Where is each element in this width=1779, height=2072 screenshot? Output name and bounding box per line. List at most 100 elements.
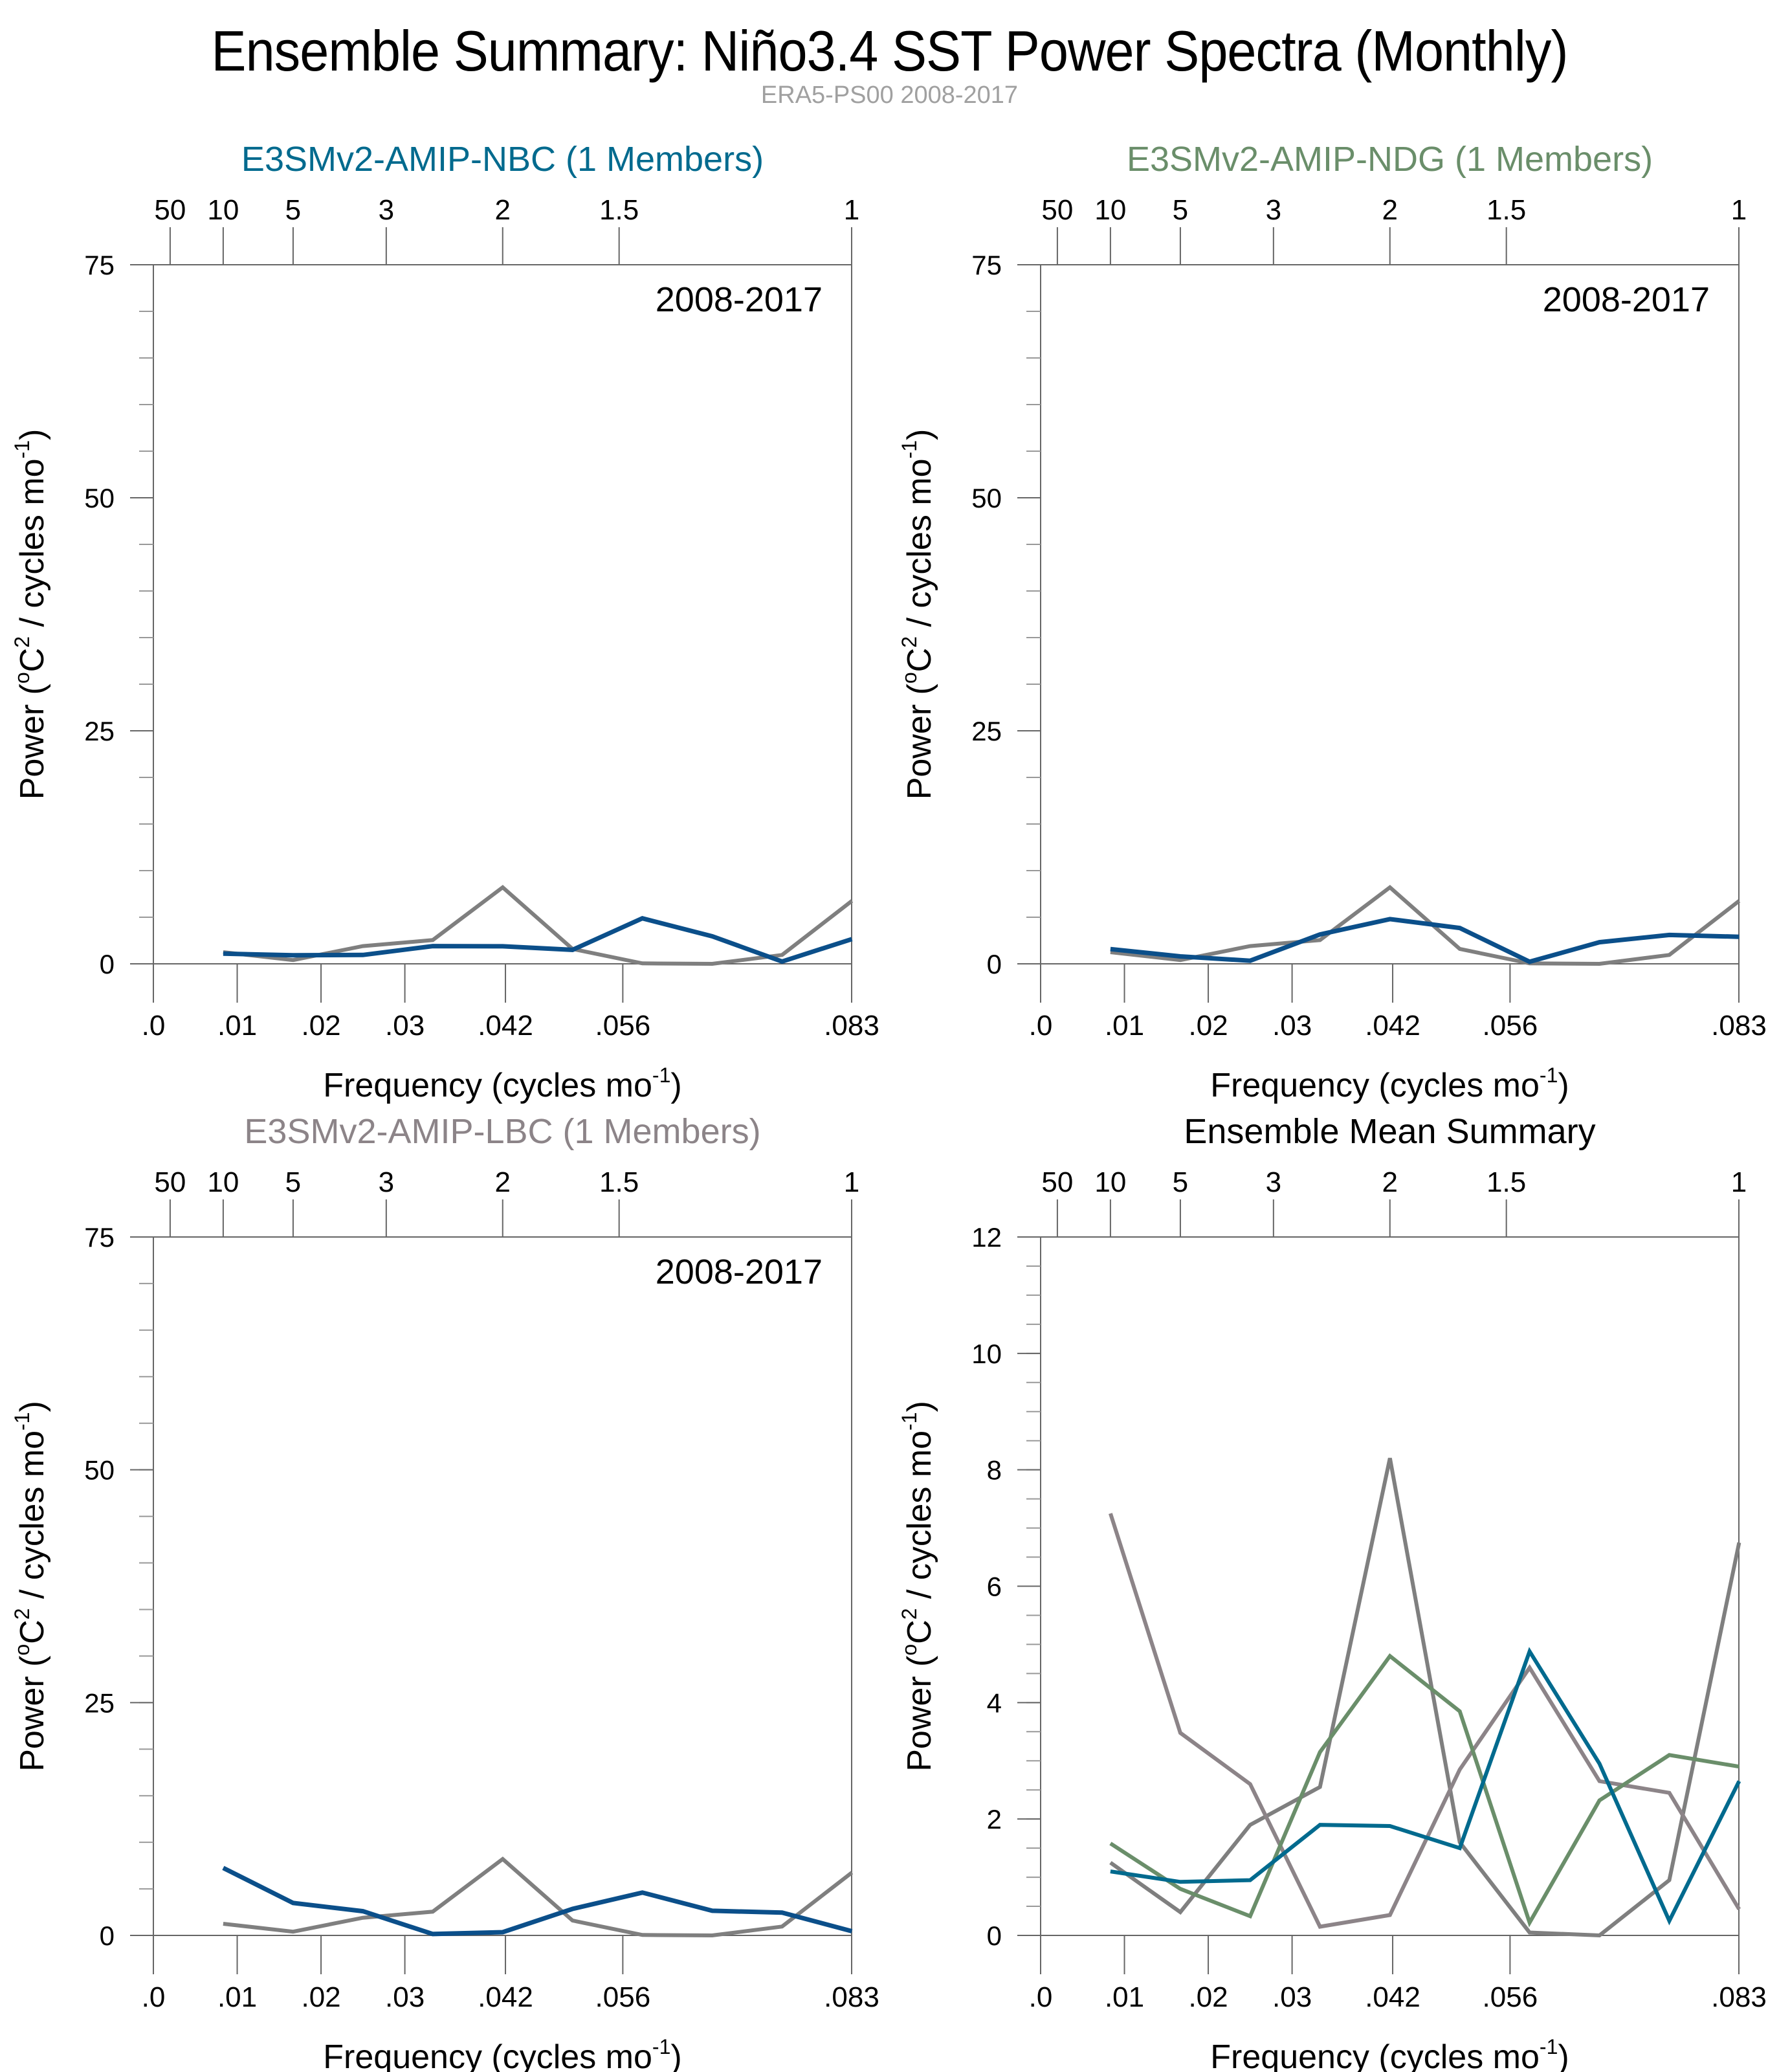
- x-tick-label: .056: [595, 1981, 651, 2013]
- y-axis-label-text: Power (: [14, 683, 51, 799]
- series-line-e3smv2-amip-ndg: [1109, 1653, 1740, 1928]
- y-tick-label: 50: [84, 1455, 115, 1486]
- x-tick-label: .01: [217, 1010, 257, 1042]
- y-axis-label: Power (oC2 / cycles mo-1): [898, 1401, 938, 1772]
- top-tick-label: 1: [844, 194, 859, 226]
- top-tick-label: 1: [1731, 1166, 1747, 1198]
- x-tick-label: .042: [1365, 1981, 1420, 2013]
- y-tick-label: 75: [84, 250, 115, 280]
- y-axis-label-close: ): [901, 429, 938, 440]
- panel-title: E3SMv2-AMIP-NDG (1 Members): [1127, 140, 1653, 179]
- top-tick-label: 10: [207, 194, 239, 226]
- y-tick-label: 75: [84, 1222, 115, 1253]
- y-tick-label: 12: [971, 1222, 1002, 1253]
- x-axis-label-text: Frequency (cycles mo: [1210, 1067, 1540, 1104]
- x-tick-label: .03: [1272, 1981, 1312, 2013]
- y-axis-label-rest: / cycles mo: [901, 458, 938, 636]
- y-tick-label: 0: [987, 949, 1002, 979]
- x-tick-label: .056: [1483, 1981, 1538, 2013]
- top-tick-label: 3: [379, 194, 394, 226]
- y-axis-label-text: Power (: [901, 1655, 938, 1772]
- x-tick-label: .083: [1711, 1010, 1767, 1042]
- y-axis-label-rest: / cycles mo: [14, 458, 51, 636]
- period-annotation: 2008-2017: [656, 1253, 823, 1291]
- x-axis-label-superscript: -1: [1540, 2035, 1558, 2058]
- x-tick-label: .0: [1029, 1981, 1053, 2013]
- top-tick-label: 3: [1266, 194, 1281, 226]
- y-axis-label-unit: C: [901, 648, 938, 673]
- x-axis-label-superscript: -1: [652, 1064, 670, 1087]
- top-tick-label: 10: [1094, 1166, 1126, 1198]
- y-axis-label: Power (oC2 / cycles mo-1): [898, 429, 938, 800]
- y-tick-label: 0: [100, 949, 115, 979]
- series-line-era5-ps00: [1110, 885, 1741, 966]
- y-axis-label-squared: 2: [898, 1608, 921, 1620]
- y-tick-label: 75: [971, 250, 1002, 280]
- y-axis-label-degree: o: [10, 672, 34, 684]
- y-tick-label: 0: [987, 1921, 1002, 1951]
- x-tick-label: .042: [1365, 1010, 1420, 1042]
- series-line-e3smv2-amip-nbc: [1110, 1647, 1741, 1926]
- period-annotation: 2008-2017: [656, 280, 823, 319]
- y-tick-label: 6: [987, 1572, 1002, 1602]
- x-tick-label: .056: [595, 1010, 651, 1042]
- y-axis-label-text: Power (: [14, 1655, 51, 1772]
- panel-title: E3SMv2-AMIP-NBC (1 Members): [241, 140, 764, 179]
- y-tick-label: 8: [987, 1455, 1002, 1486]
- x-tick-label: .03: [385, 1981, 425, 2013]
- top-tick-label: 2: [495, 1166, 511, 1198]
- x-tick-label: .042: [478, 1010, 533, 1042]
- series-line-e3smv2-amip-nbc: [223, 916, 853, 964]
- y-axis-label-rest: / cycles mo: [901, 1431, 938, 1609]
- x-tick-label: .01: [1105, 1010, 1144, 1042]
- x-tick-label: .0: [1029, 1010, 1053, 1042]
- top-tick-label: 5: [285, 194, 301, 226]
- x-tick-label: .02: [301, 1981, 340, 2013]
- y-tick-label: 4: [987, 1688, 1002, 1718]
- y-axis-label-close: ): [901, 1401, 938, 1412]
- top-tick-label: 2: [1382, 194, 1398, 226]
- y-tick-label: 50: [971, 483, 1002, 513]
- y-axis-label-unit: C: [14, 648, 51, 673]
- y-axis-label: Power (oC2 / cycles mo-1): [10, 429, 51, 800]
- series-line-e3smv2-amip-ndg: [1110, 917, 1740, 964]
- x-axis-label-close: ): [1558, 2038, 1569, 2072]
- top-tick-label: 5: [1173, 1166, 1188, 1198]
- x-axis-label-close: ): [670, 2038, 681, 2072]
- x-axis-label-text: Frequency (cycles mo: [323, 1067, 652, 1104]
- x-tick-label: .02: [1188, 1010, 1228, 1042]
- y-axis-label-rest: / cycles mo: [14, 1431, 51, 1609]
- y-axis-label-superscript: -1: [10, 1412, 34, 1431]
- y-axis-label-degree: o: [898, 1644, 921, 1656]
- x-axis-label-superscript: -1: [652, 2035, 670, 2058]
- x-tick-label: .03: [1272, 1010, 1312, 1042]
- y-axis-label-close: ): [14, 429, 51, 440]
- series-line-era5-ps00: [1109, 1458, 1741, 1938]
- y-tick-label: 25: [84, 716, 115, 746]
- top-tick-label: 2: [495, 194, 511, 226]
- x-tick-label: .0: [142, 1010, 166, 1042]
- figure-title: Ensemble Summary: Niño3.4 SST Power Spec…: [211, 19, 1568, 83]
- y-axis-label-squared: 2: [898, 636, 921, 648]
- y-axis-label-unit: C: [901, 1620, 938, 1644]
- top-tick-label: 2: [1382, 1166, 1398, 1198]
- panel-title: Ensemble Mean Summary: [1184, 1112, 1595, 1151]
- x-axis-label-close: ): [670, 1067, 681, 1104]
- y-tick-label: 50: [84, 483, 115, 513]
- x-axis-label-superscript: -1: [1540, 1064, 1558, 1087]
- period-annotation: 2008-2017: [1543, 280, 1710, 319]
- y-axis-label-squared: 2: [10, 636, 34, 648]
- x-tick-label: .02: [301, 1010, 340, 1042]
- top-tick-label: 1.5: [599, 194, 639, 226]
- x-axis-label: Frequency (cycles mo-1): [323, 1064, 681, 1104]
- y-axis-label-degree: o: [10, 1644, 34, 1656]
- top-tick-label: 50: [154, 194, 186, 226]
- top-tick-label: 1.5: [1486, 194, 1526, 226]
- top-tick-label: 1: [844, 1166, 859, 1198]
- y-axis-label-text: Power (: [901, 683, 938, 799]
- top-tick-label: 10: [207, 1166, 239, 1198]
- x-tick-label: .056: [1483, 1010, 1538, 1042]
- top-tick-label: 10: [1094, 194, 1126, 226]
